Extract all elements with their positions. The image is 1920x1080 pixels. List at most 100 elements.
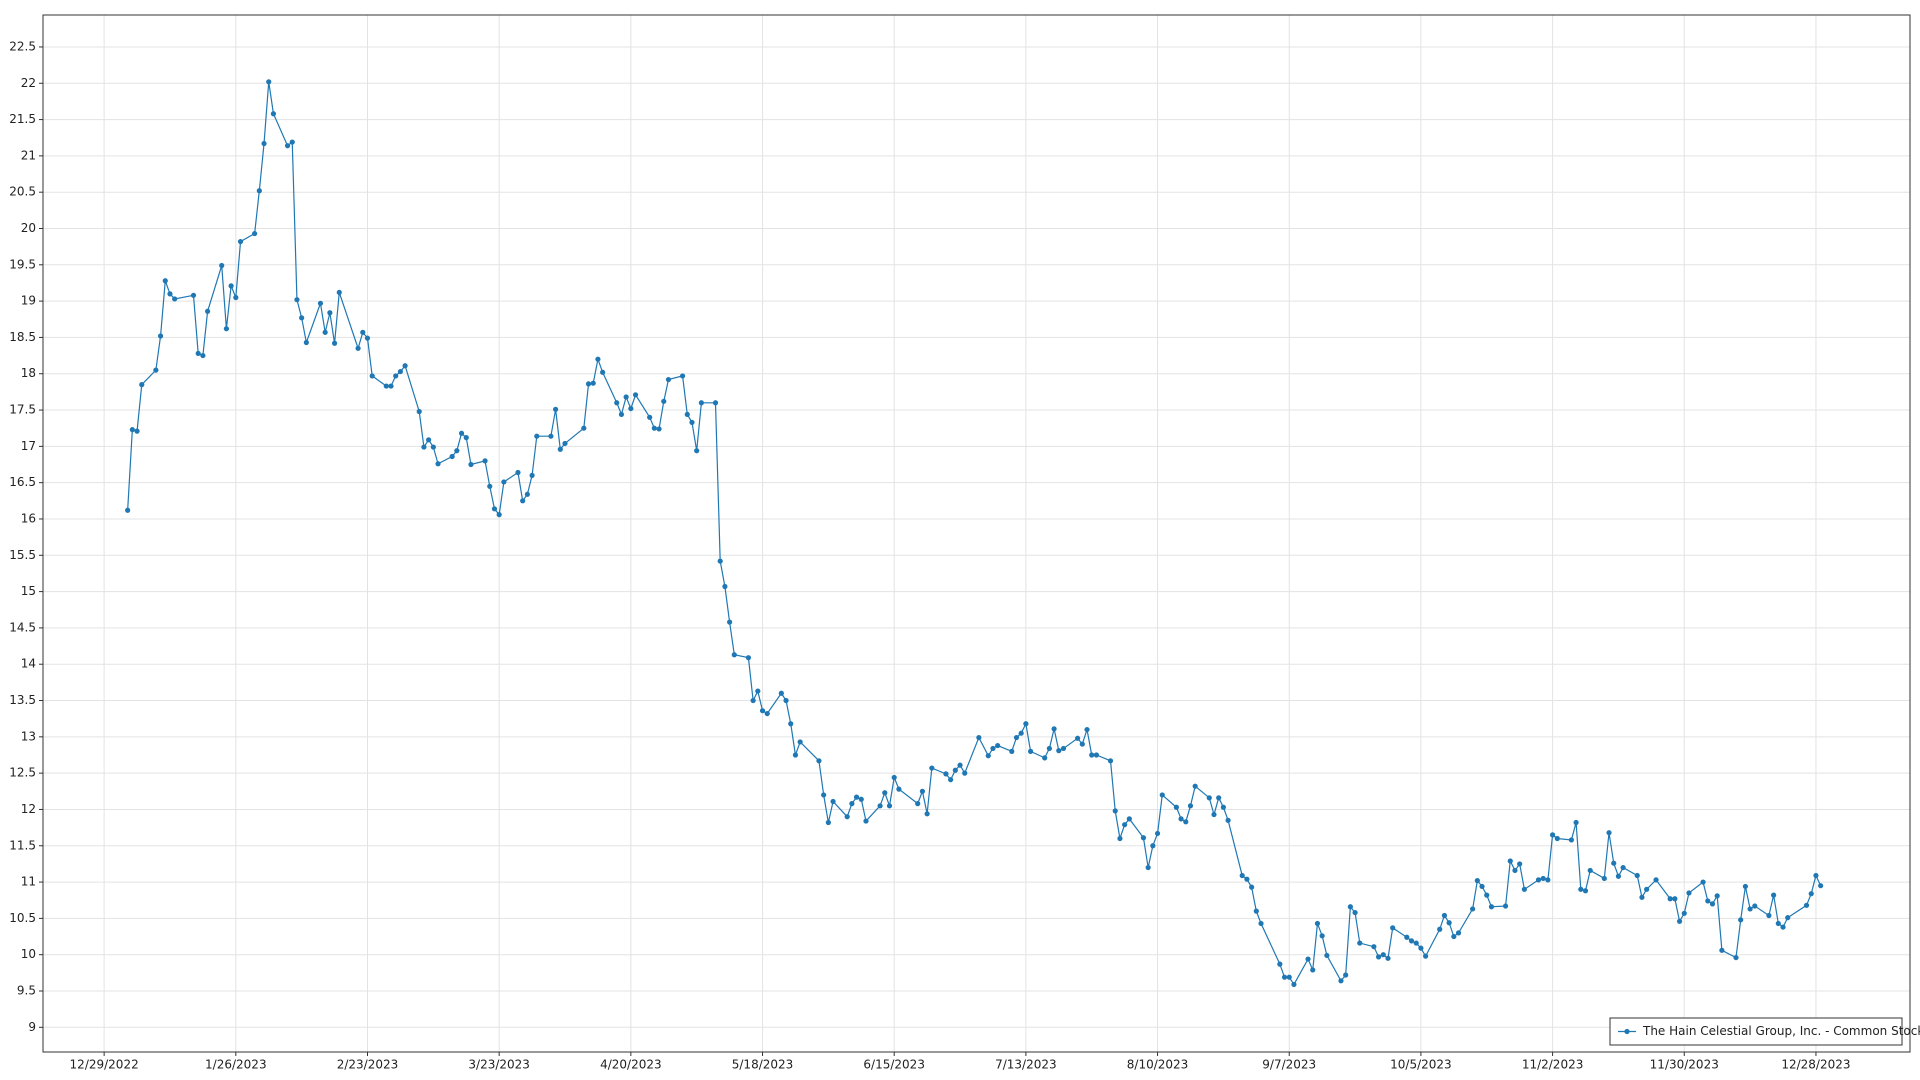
y-tick-label: 19 xyxy=(21,294,36,308)
data-point xyxy=(764,710,770,717)
data-point xyxy=(1780,924,1786,930)
y-tick-label: 10 xyxy=(21,947,36,961)
data-point xyxy=(1418,945,1424,951)
data-point xyxy=(632,392,639,398)
data-point xyxy=(1216,795,1222,801)
data-point xyxy=(712,400,719,406)
data-point xyxy=(1437,926,1443,932)
data-point xyxy=(364,335,371,341)
data-point xyxy=(1540,875,1546,882)
y-tick-label: 13 xyxy=(21,729,36,743)
y-tick-label: 18.5 xyxy=(9,330,36,344)
data-point xyxy=(647,414,653,420)
data-point xyxy=(303,339,309,346)
data-point xyxy=(496,512,502,518)
data-point xyxy=(1601,875,1607,882)
data-point xyxy=(383,383,389,389)
data-point xyxy=(369,373,375,379)
data-point xyxy=(943,771,949,777)
y-tick-label: 14 xyxy=(21,657,36,671)
plot-frame xyxy=(42,14,1911,1053)
data-point xyxy=(1766,912,1772,919)
data-point xyxy=(759,708,766,714)
x-tick-label: 8/10/2023 xyxy=(1127,1058,1189,1072)
data-point xyxy=(585,381,592,387)
data-point xyxy=(1319,933,1325,939)
y-tick-label: 9.5 xyxy=(17,984,36,998)
data-point xyxy=(1771,892,1777,898)
data-point xyxy=(1009,748,1015,754)
data-point xyxy=(858,796,864,802)
data-point xyxy=(853,794,860,800)
data-point xyxy=(1474,878,1480,884)
data-point xyxy=(256,188,262,194)
data-point xyxy=(1719,947,1725,953)
y-tick-label: 16 xyxy=(21,511,36,525)
data-point xyxy=(1347,904,1353,910)
data-point xyxy=(924,811,930,817)
x-tick-label: 7/13/2023 xyxy=(995,1058,1057,1072)
data-point xyxy=(1126,816,1132,822)
data-point xyxy=(360,329,366,335)
data-point xyxy=(623,394,629,400)
data-point xyxy=(1338,978,1344,984)
data-point xyxy=(915,801,921,807)
data-point xyxy=(463,435,469,441)
data-point xyxy=(995,742,1001,749)
x-tick-label: 11/30/2023 xyxy=(1650,1058,1719,1072)
data-point xyxy=(520,498,526,504)
data-point xyxy=(1747,906,1753,912)
data-point xyxy=(1705,898,1711,904)
data-point xyxy=(1549,832,1556,838)
data-point xyxy=(1305,956,1311,962)
data-point xyxy=(745,655,752,661)
y-tick-label: 18 xyxy=(21,366,36,380)
data-point xyxy=(482,458,488,464)
data-point xyxy=(1587,867,1593,874)
data-point xyxy=(1093,752,1100,758)
data-point xyxy=(355,345,361,351)
data-point xyxy=(421,444,427,450)
data-point xyxy=(1352,909,1358,916)
data-point xyxy=(1700,879,1706,885)
x-tick-label: 12/28/2023 xyxy=(1781,1058,1850,1072)
y-tick-label: 11.5 xyxy=(9,838,36,852)
data-point xyxy=(1117,835,1123,842)
data-point xyxy=(1244,876,1250,882)
data-point xyxy=(261,140,267,147)
data-point xyxy=(1277,961,1283,967)
data-point xyxy=(548,433,554,439)
x-tick-label: 12/29/2022 xyxy=(70,1058,139,1072)
y-tick-label: 16.5 xyxy=(9,475,36,489)
data-point xyxy=(1154,830,1161,837)
x-tick-label: 10/5/2023 xyxy=(1390,1058,1452,1072)
data-point xyxy=(223,326,230,332)
data-point xyxy=(1089,752,1095,758)
data-point xyxy=(694,448,700,454)
data-point xyxy=(1818,883,1824,889)
y-tick-label: 15 xyxy=(21,584,36,598)
x-tick-label: 11/2/2023 xyxy=(1522,1058,1584,1072)
data-point xyxy=(957,762,963,768)
data-point xyxy=(1512,867,1518,874)
data-point xyxy=(689,419,695,425)
data-point xyxy=(1667,896,1673,902)
data-point xyxy=(219,262,225,269)
data-point xyxy=(458,430,465,436)
data-point xyxy=(468,461,474,468)
data-point xyxy=(1676,918,1683,924)
data-point xyxy=(449,453,455,460)
data-point xyxy=(501,479,507,485)
data-point xyxy=(1385,955,1391,961)
data-point xyxy=(1554,835,1560,842)
y-tick-label: 9 xyxy=(28,1020,36,1034)
data-point xyxy=(590,380,596,386)
y-tick-label: 12 xyxy=(21,802,36,816)
data-point xyxy=(886,803,893,809)
data-point xyxy=(294,297,300,303)
data-point xyxy=(426,437,432,443)
data-point xyxy=(1686,890,1692,896)
data-point xyxy=(816,758,822,764)
y-tick-label: 17.5 xyxy=(9,403,36,417)
